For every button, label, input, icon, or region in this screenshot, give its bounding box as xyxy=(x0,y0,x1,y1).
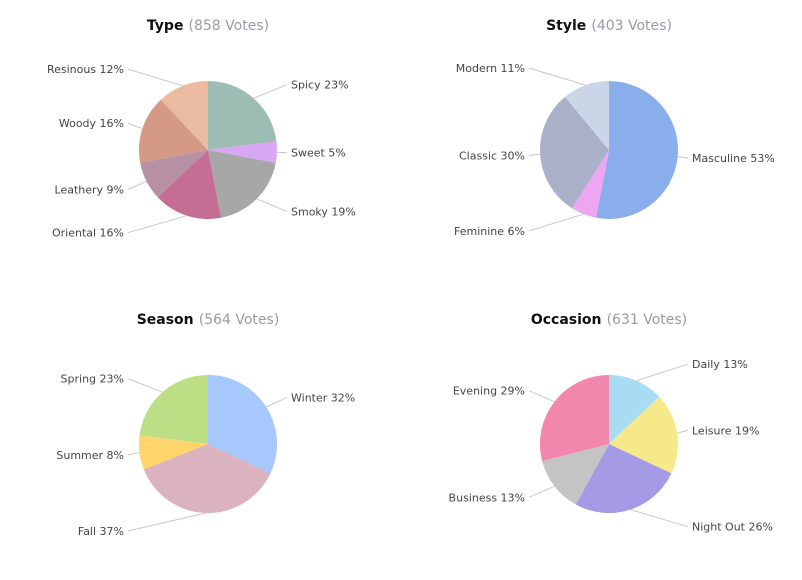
style-slice-label: Modern 11% xyxy=(456,62,525,75)
occasion-slice-business[interactable] xyxy=(542,444,609,505)
occasion-slice-night-out[interactable] xyxy=(575,444,672,514)
occasion-chart-title: Occasion (631 Votes) xyxy=(531,309,687,328)
season-leader-line xyxy=(127,378,163,393)
type-slice-spicy[interactable] xyxy=(208,81,277,150)
type-leader-line xyxy=(127,180,147,190)
style-leader-line xyxy=(677,156,689,159)
style-slice-feminine[interactable] xyxy=(572,150,609,218)
season-leader-line xyxy=(127,512,206,532)
occasion-pie-chart: Occasion (631 Votes) Daily 13% Leisure 19… xyxy=(449,309,773,534)
type-leader-line xyxy=(127,122,143,130)
type-pie-chart: Type (858 Votes) Spicy 23% Sweet 5% Smoky … xyxy=(47,15,356,240)
type-slice-label: Oriental 16% xyxy=(52,227,124,240)
type-slice-label: Smoky 19% xyxy=(291,206,356,219)
occasion-leader-line xyxy=(630,509,689,528)
type-leader-line xyxy=(256,198,288,212)
type-slice-sweet[interactable] xyxy=(208,141,278,163)
occasion-slice-label: Leisure 19% xyxy=(692,424,759,437)
style-pie-chart: Style (403 Votes) Masculine 53% Feminine … xyxy=(454,15,775,238)
type-chart-title: Type (858 Votes) xyxy=(147,15,269,34)
season-pie-chart: Season (564 Votes) Winter 32% Fall 37% Sum… xyxy=(56,309,355,538)
type-slice-label: Woody 16% xyxy=(59,117,124,130)
occasion-slice-label: Business 13% xyxy=(449,491,525,504)
style-leader-line xyxy=(528,213,584,232)
style-slice-label: Feminine 6% xyxy=(454,225,525,238)
season-chart-title: Season (564 Votes) xyxy=(137,309,280,328)
season-leader-line xyxy=(266,396,288,408)
occasion-leader-line xyxy=(677,429,689,434)
season-slice-summer[interactable] xyxy=(138,435,208,470)
type-slice-label: Spicy 23% xyxy=(291,79,349,92)
occasion-slice-daily[interactable] xyxy=(609,375,660,444)
occasion-leader-line xyxy=(528,390,555,403)
season-slice-label: Spring 23% xyxy=(61,373,124,386)
occasion-leader-line xyxy=(528,485,555,498)
occasion-slice-evening[interactable] xyxy=(540,375,609,462)
style-slice-masculine[interactable] xyxy=(596,81,678,220)
season-slice-label: Summer 8% xyxy=(56,449,124,462)
type-slice-label: Sweet 5% xyxy=(291,147,346,160)
style-chart-title: Style (403 Votes) xyxy=(546,15,672,34)
occasion-slice-label: Evening 29% xyxy=(453,385,525,398)
type-slice-label: Leathery 9% xyxy=(55,184,124,197)
season-slice-winter[interactable] xyxy=(208,375,277,474)
type-slice-oriental[interactable] xyxy=(157,150,221,220)
style-leader-line xyxy=(528,67,586,86)
type-slice-smoky[interactable] xyxy=(208,150,276,218)
occasion-slice-label: Daily 13% xyxy=(692,358,748,371)
season-slice-spring[interactable] xyxy=(139,375,208,444)
occasion-slice-leisure[interactable] xyxy=(609,396,678,474)
type-leader-line xyxy=(127,215,187,234)
season-leader-line xyxy=(127,452,140,456)
type-leader-line xyxy=(253,84,288,99)
type-leader-line xyxy=(276,151,288,154)
style-slice-label: Classic 30% xyxy=(459,150,525,163)
occasion-leader-line xyxy=(636,363,689,382)
occasion-slice-label: Night Out 26% xyxy=(692,521,773,534)
season-slice-fall[interactable] xyxy=(143,444,271,513)
type-slice-leathery[interactable] xyxy=(140,150,208,198)
season-slice-label: Winter 32% xyxy=(291,391,355,404)
style-leader-line xyxy=(528,153,541,156)
style-slice-modern[interactable] xyxy=(565,81,609,150)
style-slice-classic[interactable] xyxy=(539,96,609,209)
type-slice-resinous[interactable] xyxy=(160,81,208,150)
type-slice-label: Resinous 12% xyxy=(47,63,124,76)
type-leader-line xyxy=(127,68,183,87)
season-slice-label: Fall 37% xyxy=(78,525,124,538)
type-slice-woody[interactable] xyxy=(138,99,208,163)
style-slice-label: Masculine 53% xyxy=(692,152,775,165)
